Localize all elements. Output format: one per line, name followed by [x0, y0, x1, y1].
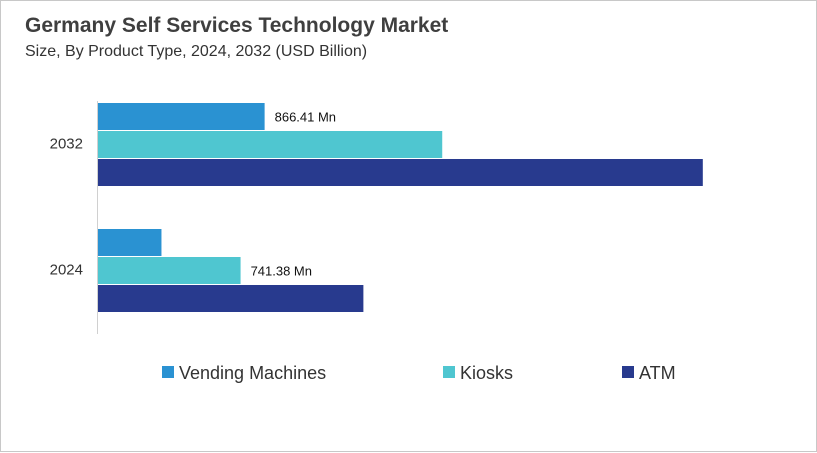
chart-title: Germany Self Services Technology Market [25, 14, 449, 37]
legend-label: Vending Machines [179, 363, 326, 383]
bar-atm-2032 [98, 159, 703, 186]
category-tick-label: 2024 [50, 262, 83, 279]
bar-kiosks-2024 [98, 257, 241, 284]
category-tick-label: 2032 [50, 136, 83, 153]
bar-vending-machines-2032 [98, 103, 265, 130]
data-label: 741.38 Mn [251, 264, 312, 279]
bar-kiosks-2032 [98, 131, 443, 158]
legend-swatch [622, 366, 634, 378]
legend-swatch [162, 366, 174, 378]
legend-swatch [443, 366, 455, 378]
chart-subtitle: Size, By Product Type, 2024, 2032 (USD B… [25, 43, 368, 60]
legend-label: Kiosks [460, 363, 513, 383]
legend-label: ATM [639, 363, 676, 383]
data-label: 866.41 Mn [275, 110, 336, 125]
bar-vending-machines-2024 [98, 229, 162, 256]
bar-atm-2024 [98, 285, 364, 312]
